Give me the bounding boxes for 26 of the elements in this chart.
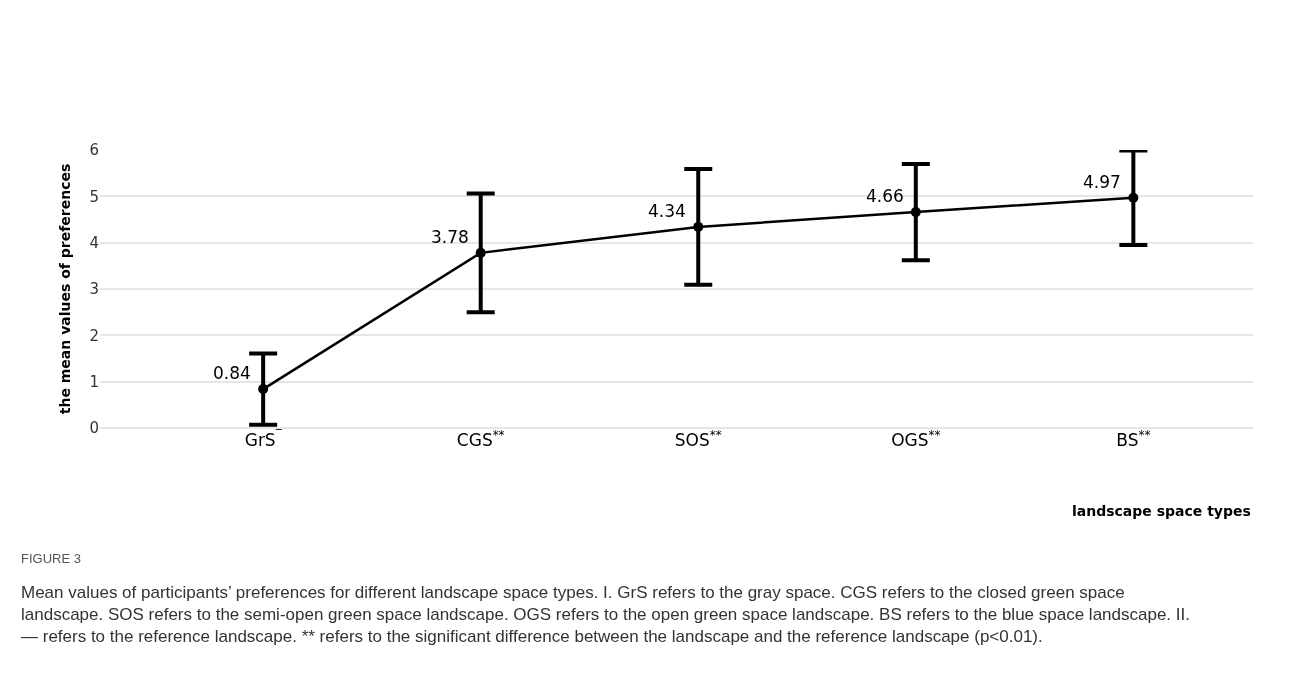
caption: FIGURE 3 bbox=[21, 551, 81, 566]
x-axis-title: landscape space types bbox=[1072, 503, 1251, 519]
point bbox=[475, 247, 486, 258]
x-tick-label: OGS$^{**}$ bbox=[891, 427, 941, 450]
text: Mean values of participants’ preferences for different landscape space types. I. GrS refers to the gray space. CGS refers to the closed green space landscape. SOS refers to the semi-open green space landscape. OGS refers to the open green space landscape. BS refers to the blue space landscape. II. — refers to the reference landscape. ** refers to the significant difference between the landscape and the reference landscape (p<0.01). bbox=[21, 583, 1190, 647]
point bbox=[910, 207, 921, 218]
data-label: 4.34 bbox=[648, 201, 686, 221]
x-tick-label: BS$^{**}$ bbox=[1116, 427, 1151, 450]
data-label: 4.66 bbox=[866, 186, 904, 206]
point bbox=[1128, 192, 1139, 203]
y-tick-label: 4 bbox=[89, 233, 99, 252]
y-tick-label: 1 bbox=[89, 372, 99, 391]
y-tick-label: 5 bbox=[89, 187, 99, 206]
y-tick-label: 3 bbox=[89, 280, 99, 299]
y-axis-title: the mean values of preferences bbox=[57, 163, 74, 415]
point bbox=[693, 221, 704, 232]
point bbox=[258, 384, 269, 395]
data-label: 4.97 bbox=[1083, 172, 1121, 192]
y-tick-label: 0 bbox=[89, 419, 99, 438]
x-tick-label: GrS$^{‾}$ bbox=[244, 427, 283, 450]
y-tick-label: 6 bbox=[89, 141, 99, 160]
x-tick-label: SOS$^{**}$ bbox=[674, 427, 722, 450]
y-tick-label: 2 bbox=[89, 326, 99, 345]
x-tick-label: CGS$^{**}$ bbox=[456, 427, 505, 450]
data-label: 3.78 bbox=[431, 227, 469, 247]
data-label: 0.84 bbox=[213, 363, 251, 383]
